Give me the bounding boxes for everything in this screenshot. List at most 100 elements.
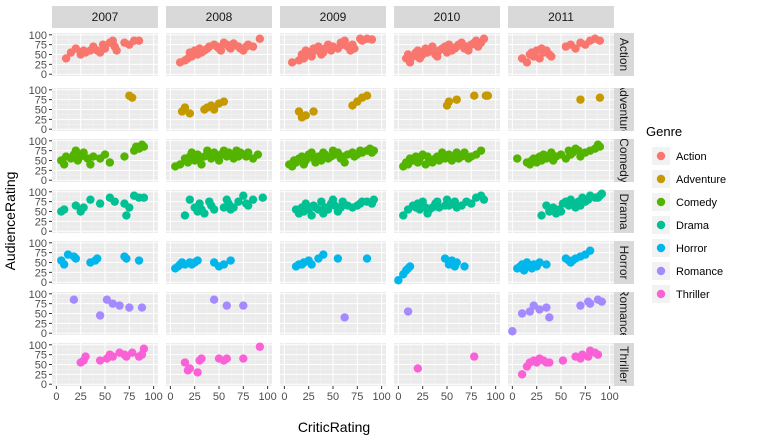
y-tick-label: 50	[35, 309, 47, 321]
data-point-adventure	[470, 91, 479, 100]
data-point-comedy	[175, 160, 185, 169]
data-point-thriller	[197, 354, 206, 363]
x-tick-label: 0	[509, 391, 515, 403]
y-tick-label: 25	[35, 318, 47, 330]
x-tick-label: 25	[75, 391, 87, 403]
y-tick-label: 75	[35, 146, 47, 158]
legend-item-drama: Drama	[652, 216, 710, 234]
data-point-adventure	[301, 111, 310, 120]
data-point-comedy	[120, 152, 129, 161]
data-point-thriller	[128, 348, 137, 357]
data-point-romance	[403, 307, 413, 316]
data-point-comedy	[253, 150, 263, 159]
data-point-drama	[79, 203, 88, 212]
column-strip	[508, 6, 614, 28]
data-point-romance	[517, 309, 527, 318]
x-tick-label: 0	[395, 391, 401, 403]
data-point-horror	[59, 260, 69, 269]
x-tick-label: 50	[327, 391, 339, 403]
data-point-thriller	[470, 352, 479, 361]
data-point-adventure	[219, 97, 229, 106]
x-tick-label: 0	[53, 391, 59, 403]
data-point-drama	[185, 195, 195, 204]
data-point-horror	[226, 256, 235, 265]
data-point-romance	[137, 303, 147, 312]
legend-items: Action Adventure Comedy Drama Horror Romance T…	[652, 147, 726, 303]
data-point-romance	[597, 297, 607, 306]
data-point-romance	[69, 295, 79, 304]
y-tick-label: 75	[35, 197, 47, 209]
legend-item-adventure: Adventure	[652, 170, 726, 188]
y-tick-label: 0	[41, 124, 47, 136]
data-point-romance	[535, 305, 544, 314]
data-point-drama	[209, 205, 219, 214]
row-strip-label-clip: Action	[617, 38, 631, 71]
data-point-action	[287, 58, 297, 67]
data-point-drama	[597, 189, 607, 198]
data-point-romance	[508, 327, 517, 336]
legend-label: Action	[676, 151, 707, 163]
x-tick-label: 0	[167, 391, 173, 403]
x-tick-label: 25	[417, 391, 429, 403]
y-tick-label: 50	[35, 207, 47, 219]
data-point-thriller	[239, 354, 248, 363]
data-point-drama	[467, 199, 476, 208]
x-tick-label: 100	[258, 391, 276, 403]
y-tick-label: 25	[35, 114, 47, 126]
row-strip	[614, 190, 634, 233]
data-point-romance	[125, 303, 134, 312]
data-point-action	[100, 44, 110, 53]
data-point-comedy	[139, 142, 149, 151]
data-point-thriller	[255, 342, 265, 351]
row-strip	[614, 292, 634, 335]
data-point-action	[350, 44, 359, 53]
column-strip	[52, 6, 158, 28]
panel-adventure-2007	[52, 88, 158, 131]
legend-label: Romance	[676, 266, 723, 278]
y-tick-label: 50	[35, 105, 47, 117]
legend-swatch	[656, 174, 666, 184]
data-point-action	[522, 58, 532, 67]
data-point-horror	[193, 256, 202, 265]
panel-action-2009	[280, 33, 386, 76]
legend-swatch	[656, 243, 666, 253]
data-point-adventure	[483, 91, 493, 100]
row-strip-label-clip: Adventure	[617, 82, 631, 137]
y-tick-label: 100	[29, 187, 47, 199]
data-point-action	[307, 52, 316, 61]
data-point-horror	[452, 258, 461, 267]
data-point-comedy	[100, 150, 110, 159]
data-point-horror	[71, 254, 81, 263]
x-tick-label: 75	[465, 391, 477, 403]
y-tick-label: 25	[35, 369, 47, 381]
data-point-comedy	[317, 156, 326, 165]
row-strip-label-clip: Horror	[617, 245, 631, 279]
data-point-comedy	[86, 160, 95, 169]
row-strip-label-clip: Romance	[617, 292, 631, 335]
row-strip-label: Drama	[617, 193, 631, 229]
row-strip-label: Horror	[617, 245, 631, 279]
data-point-drama	[125, 203, 134, 212]
legend-label: Adventure	[676, 174, 726, 186]
y-tick-label: 0	[41, 379, 47, 391]
data-point-comedy	[105, 158, 115, 167]
column-strip	[166, 6, 272, 28]
data-point-action	[61, 54, 71, 63]
data-point-romance	[576, 301, 585, 310]
y-tick-label: 100	[29, 289, 47, 301]
x-tick-label: 75	[123, 391, 135, 403]
x-tick-label: 25	[303, 391, 315, 403]
data-point-horror	[542, 260, 551, 269]
data-point-horror	[460, 262, 469, 271]
row-strip-label: Adventure	[617, 82, 631, 137]
data-point-horror	[362, 254, 372, 263]
panel-romance-2009	[280, 292, 386, 335]
data-point-thriller	[108, 352, 117, 361]
x-tick-label: 100	[486, 391, 504, 403]
data-point-horror	[535, 258, 544, 267]
x-tick-label: 50	[555, 391, 567, 403]
data-point-drama	[95, 199, 105, 208]
legend-swatch	[656, 220, 666, 230]
panel-thriller-2009	[280, 343, 386, 386]
y-tick-label: 75	[35, 40, 47, 52]
